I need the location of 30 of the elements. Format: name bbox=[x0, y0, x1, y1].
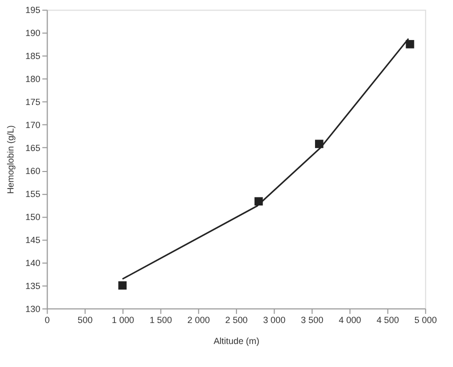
point bbox=[406, 40, 414, 48]
x-tick-label: 500 bbox=[78, 314, 93, 325]
y-tick-label: 185 bbox=[25, 51, 40, 62]
y-tick-label: 130 bbox=[25, 304, 40, 314]
y-tick-label: 175 bbox=[25, 97, 40, 108]
x-tick-label: 2 000 bbox=[187, 314, 210, 325]
x-axis-title: Altitude (m) bbox=[214, 336, 260, 346]
x-tick-label: 3 500 bbox=[300, 314, 324, 325]
y-tick-label: 190 bbox=[25, 28, 40, 38]
y-tick-label: 195 bbox=[25, 5, 40, 16]
y-tick-label: 165 bbox=[25, 143, 40, 154]
y-tick-label: 135 bbox=[25, 280, 40, 291]
y-tick-label: 155 bbox=[25, 189, 40, 200]
y-tick-label: 170 bbox=[25, 120, 40, 130]
x-tick-label: 4 000 bbox=[338, 314, 362, 325]
x-tick-label: 1 000 bbox=[112, 314, 134, 325]
point bbox=[118, 281, 127, 290]
y-axis-title: Hemoglobin (g/L) bbox=[5, 125, 16, 194]
x-tick-label: 1 500 bbox=[150, 314, 172, 325]
x-tick-label: 3 000 bbox=[263, 314, 286, 325]
y-tick-label: 140 bbox=[25, 258, 40, 268]
y-tick-label: 150 bbox=[25, 212, 40, 222]
x-tick-label: 2 500 bbox=[225, 314, 248, 325]
x-tick-label: 4 500 bbox=[376, 314, 400, 325]
point bbox=[315, 140, 324, 148]
y-tick-label: 180 bbox=[25, 74, 40, 84]
x-tick-label: 0 bbox=[44, 314, 50, 325]
y-tick-label: 160 bbox=[25, 166, 40, 176]
x-tick-label: 5 000 bbox=[414, 314, 437, 325]
y-tick-label: 145 bbox=[25, 234, 40, 245]
